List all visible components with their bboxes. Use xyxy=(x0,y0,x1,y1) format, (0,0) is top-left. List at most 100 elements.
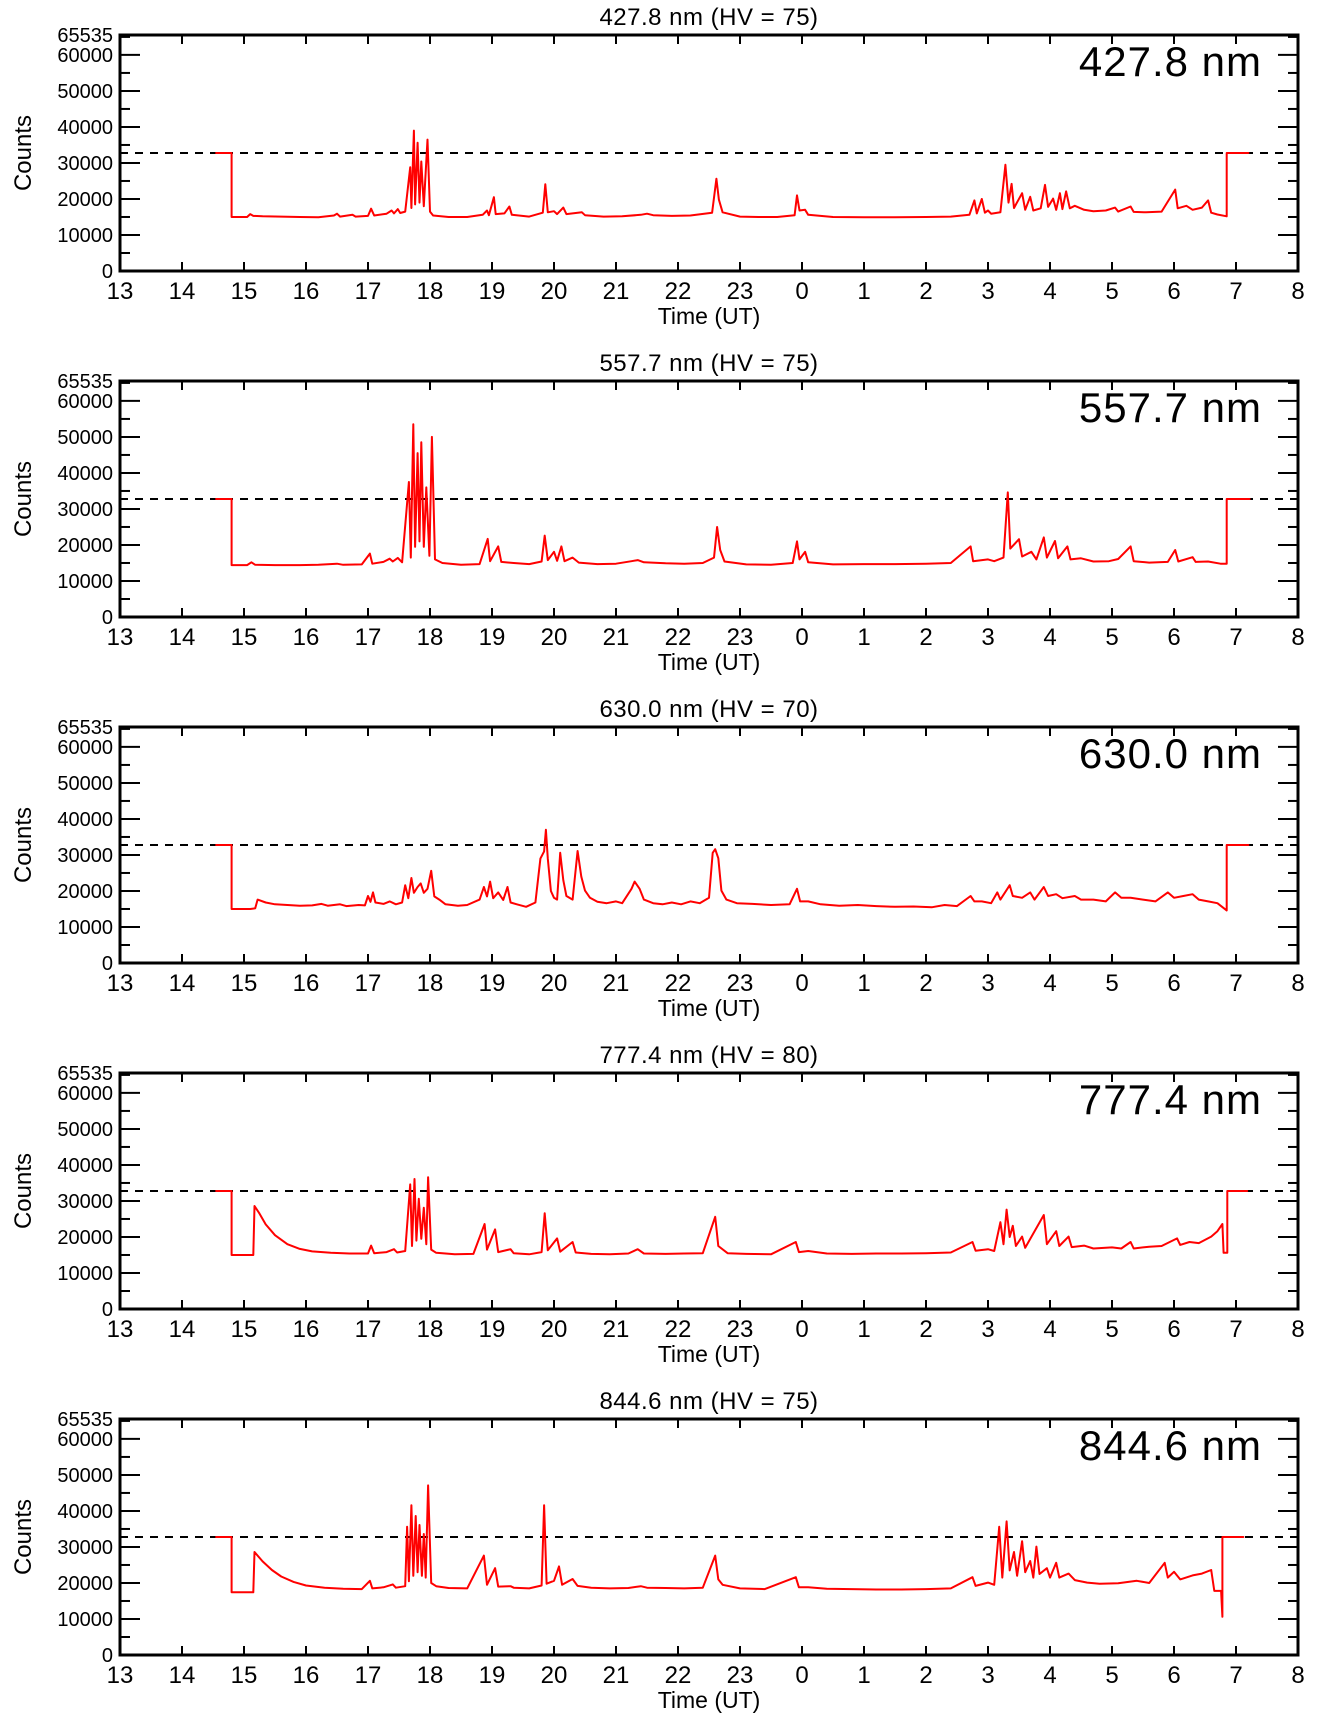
x-tick-label: 16 xyxy=(293,624,320,651)
x-tick-label: 4 xyxy=(1043,278,1056,305)
x-tick-label: 7 xyxy=(1229,1662,1242,1689)
x-tick-label: 6 xyxy=(1167,624,1180,651)
x-tick-label: 0 xyxy=(795,970,808,997)
x-tick-label: 15 xyxy=(231,624,258,651)
x-tick-label: 17 xyxy=(355,624,382,651)
x-tick-label: 7 xyxy=(1229,1316,1242,1343)
y-tick-label: 10000 xyxy=(57,571,113,593)
y-axis-label: Counts xyxy=(10,1498,37,1576)
y-tick-label: 65535 xyxy=(57,1063,113,1085)
x-tick-label: 20 xyxy=(541,1316,568,1343)
x-tick-label: 22 xyxy=(665,1316,692,1343)
x-tick-label: 6 xyxy=(1167,970,1180,997)
x-tick-label: 20 xyxy=(541,1662,568,1689)
y-tick-label: 20000 xyxy=(57,881,113,903)
y-tick-label: 60000 xyxy=(57,391,113,413)
photometer-trace-557.7nm xyxy=(215,423,1251,567)
x-tick-label: 17 xyxy=(355,1662,382,1689)
x-tick-label: 23 xyxy=(727,278,754,305)
x-tick-label: 2 xyxy=(919,624,932,651)
y-tick-label: 60000 xyxy=(57,1083,113,1105)
y-tick-label: 20000 xyxy=(57,1227,113,1249)
x-axis-label: Time (UT) xyxy=(657,1341,761,1367)
x-tick-label: 16 xyxy=(293,278,320,305)
x-tick-label: 14 xyxy=(169,1662,196,1689)
y-tick-label: 40000 xyxy=(57,809,113,831)
y-tick-label: 20000 xyxy=(57,189,113,211)
y-axis-label: Counts xyxy=(10,460,37,538)
x-tick-label: 3 xyxy=(981,624,994,651)
y-axis-label: Counts xyxy=(10,114,37,192)
x-tick-label: 23 xyxy=(727,970,754,997)
x-axis-label: Time (UT) xyxy=(657,303,761,329)
y-tick-label: 65535 xyxy=(57,371,113,393)
x-tick-label: 18 xyxy=(417,1662,444,1689)
x-tick-label: 15 xyxy=(231,1316,258,1343)
chart-title: 557.7 nm (HV = 75) xyxy=(599,350,819,377)
x-tick-label: 19 xyxy=(479,624,506,651)
x-tick-label: 5 xyxy=(1105,1316,1118,1343)
x-tick-label: 8 xyxy=(1291,1662,1304,1689)
x-tick-label: 20 xyxy=(541,624,568,651)
x-tick-label: 16 xyxy=(293,970,320,997)
x-tick-label: 0 xyxy=(795,278,808,305)
x-axis-label: Time (UT) xyxy=(657,995,761,1021)
x-tick-label: 21 xyxy=(603,1662,630,1689)
chart-panel-427: 13 14 15 16 17 18 19 20 21 22 23 0 1 2 3 4 5 6 7 8 0 10000 200… xyxy=(0,0,1336,346)
y-tick-label: 20000 xyxy=(57,1573,113,1595)
x-tick-label: 1 xyxy=(857,624,870,651)
x-tick-label: 3 xyxy=(981,970,994,997)
x-tick-label: 0 xyxy=(795,1316,808,1343)
x-tick-label: 13 xyxy=(107,970,134,997)
y-tick-label: 30000 xyxy=(57,1191,113,1213)
x-tick-label: 2 xyxy=(919,1316,932,1343)
wavelength-inset-label: 844.6 nm xyxy=(1078,1422,1262,1469)
x-tick-label: 21 xyxy=(603,278,630,305)
x-tick-label: 18 xyxy=(417,1316,444,1343)
x-tick-label: 21 xyxy=(603,970,630,997)
x-tick-label: 14 xyxy=(169,1316,196,1343)
y-tick-label: 60000 xyxy=(57,737,113,759)
y-tick-label: 10000 xyxy=(57,1263,113,1285)
y-tick-label: 50000 xyxy=(57,1465,113,1487)
x-tick-label: 6 xyxy=(1167,1316,1180,1343)
y-tick-label: 0 xyxy=(102,953,113,975)
x-tick-label: 22 xyxy=(665,1662,692,1689)
y-tick-label: 50000 xyxy=(57,427,113,449)
photometer-trace-844.6nm xyxy=(215,1484,1245,1618)
y-tick-label: 65535 xyxy=(57,1409,113,1431)
x-tick-label: 15 xyxy=(231,1662,258,1689)
x-tick-label: 6 xyxy=(1167,1662,1180,1689)
y-tick-label: 10000 xyxy=(57,917,113,939)
y-tick-label: 50000 xyxy=(57,773,113,795)
x-tick-label: 0 xyxy=(795,624,808,651)
x-axis-ticks: 13 14 15 16 17 18 19 20 21 22 23 0 1 2 3 4 5 6 7 8 xyxy=(107,35,1305,305)
chart-canvas-630: 13 14 15 16 17 18 19 20 21 22 23 0 1 2 3 4 5 6 7 8010000200… xyxy=(57,717,1304,997)
x-tick-label: 17 xyxy=(355,970,382,997)
y-tick-label: 60000 xyxy=(57,1429,113,1451)
x-tick-label: 3 xyxy=(981,1316,994,1343)
x-tick-label: 19 xyxy=(479,278,506,305)
x-tick-label: 5 xyxy=(1105,970,1118,997)
x-tick-label: 1 xyxy=(857,970,870,997)
x-tick-label: 5 xyxy=(1105,624,1118,651)
y-tick-label: 30000 xyxy=(57,1537,113,1559)
x-tick-label: 3 xyxy=(981,278,994,305)
x-axis-label: Time (UT) xyxy=(657,649,761,675)
y-tick-label: 30000 xyxy=(57,499,113,521)
chart-panel-777: 13 14 15 16 17 18 19 20 21 22 23 0 1 2 3 4 5 6 7 8 0 10000 200… xyxy=(0,1038,1336,1384)
wavelength-inset-label: 630.0 nm xyxy=(1078,730,1262,777)
y-tick-label: 20000 xyxy=(57,535,113,557)
x-tick-label: 18 xyxy=(417,624,444,651)
chart-title: 844.6 nm (HV = 75) xyxy=(599,1388,819,1415)
x-tick-label: 23 xyxy=(727,1316,754,1343)
x-tick-label: 8 xyxy=(1291,970,1304,997)
x-tick-label: 7 xyxy=(1229,970,1242,997)
photometer-trace-777.4nm xyxy=(215,1176,1249,1256)
x-tick-label: 2 xyxy=(919,1662,932,1689)
chart-canvas-844: 13 14 15 16 17 18 19 20 21 22 23 0 1 2 3 4 5 6 7 8010000200… xyxy=(57,1409,1304,1689)
